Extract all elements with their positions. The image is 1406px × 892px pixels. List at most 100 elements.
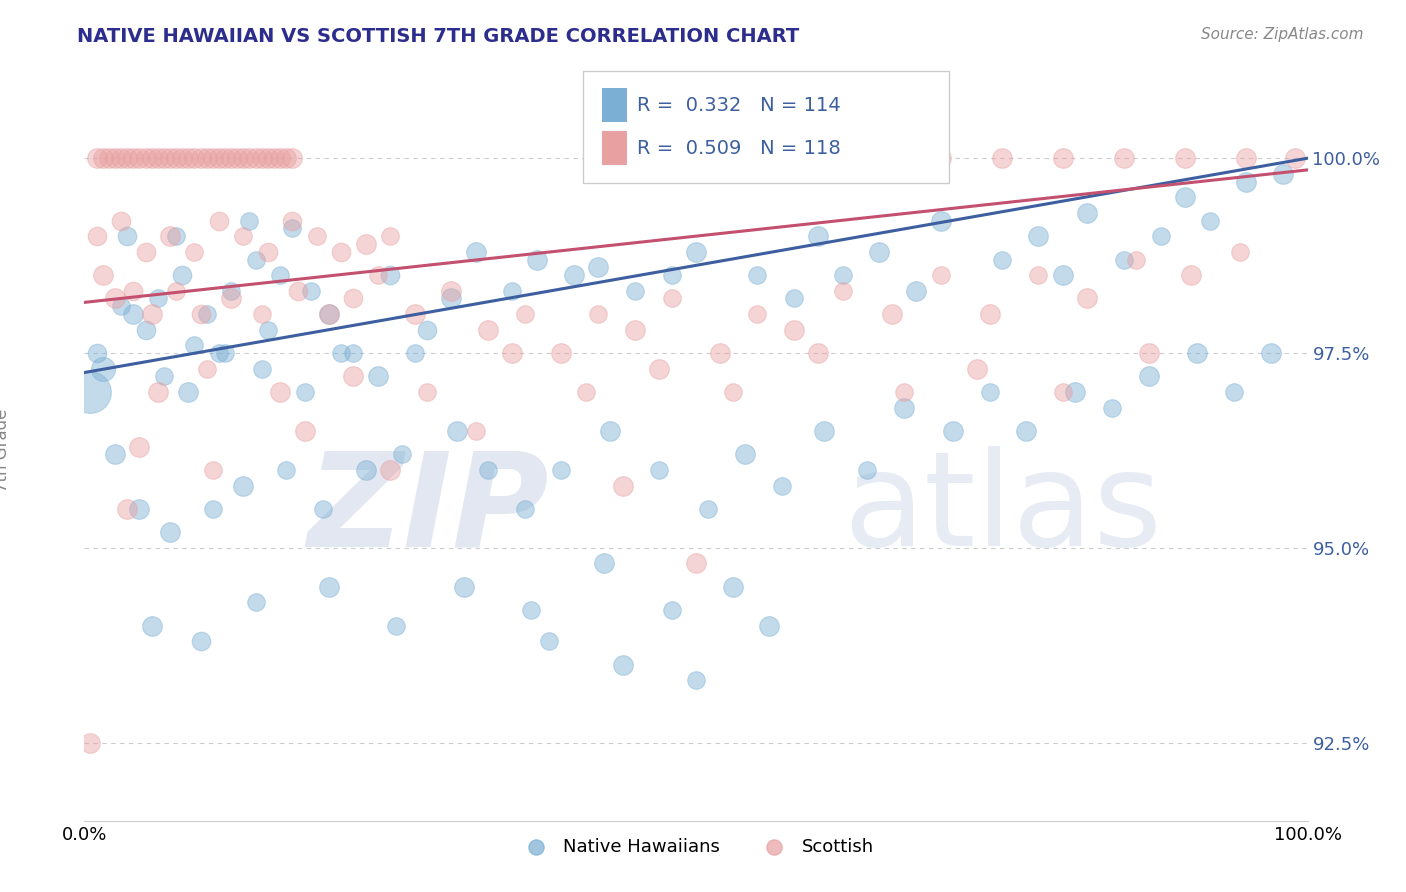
- Point: [1187, 346, 1209, 360]
- Point: [464, 424, 486, 438]
- Point: [269, 268, 291, 282]
- Point: [880, 307, 903, 321]
- Point: [446, 424, 468, 438]
- Point: [219, 151, 242, 165]
- Point: [612, 478, 634, 492]
- Point: [1137, 369, 1160, 384]
- Point: [287, 284, 309, 298]
- Point: [159, 525, 181, 540]
- Point: [893, 384, 915, 399]
- Point: [250, 361, 273, 376]
- Point: [1137, 346, 1160, 360]
- Point: [1272, 167, 1295, 181]
- Point: [586, 307, 609, 321]
- Point: [146, 292, 169, 306]
- Point: [281, 221, 304, 235]
- Point: [153, 151, 176, 165]
- Point: [1052, 268, 1074, 282]
- Point: [214, 346, 236, 360]
- Point: [201, 502, 224, 516]
- Point: [294, 424, 316, 438]
- Point: [526, 252, 548, 267]
- Point: [477, 323, 499, 337]
- Point: [110, 299, 132, 313]
- Point: [979, 384, 1001, 399]
- Point: [869, 244, 891, 259]
- Point: [165, 284, 187, 298]
- Point: [208, 151, 231, 165]
- Point: [232, 478, 254, 492]
- Point: [208, 213, 231, 227]
- Point: [550, 346, 572, 360]
- Point: [1125, 252, 1147, 267]
- Point: [942, 424, 965, 438]
- Point: [1015, 424, 1038, 438]
- Point: [104, 151, 127, 165]
- Point: [758, 619, 780, 633]
- Point: [624, 284, 647, 298]
- Point: [276, 463, 298, 477]
- Text: R =  0.509   N = 118: R = 0.509 N = 118: [637, 138, 841, 158]
- Point: [831, 284, 853, 298]
- Point: [281, 151, 304, 165]
- Point: [367, 268, 389, 282]
- Point: [929, 151, 952, 165]
- Point: [141, 619, 163, 633]
- Point: [562, 268, 585, 282]
- Point: [269, 151, 291, 165]
- Point: [440, 292, 463, 306]
- Point: [593, 557, 616, 571]
- Point: [783, 323, 806, 337]
- Point: [380, 268, 402, 282]
- Text: NATIVE HAWAIIAN VS SCOTTISH 7TH GRADE CORRELATION CHART: NATIVE HAWAIIAN VS SCOTTISH 7TH GRADE CO…: [77, 27, 800, 45]
- Point: [342, 292, 364, 306]
- Point: [380, 229, 402, 244]
- Point: [219, 292, 242, 306]
- Point: [648, 361, 671, 376]
- Point: [232, 229, 254, 244]
- Point: [110, 213, 132, 227]
- Point: [966, 361, 988, 376]
- Point: [183, 151, 205, 165]
- Point: [250, 307, 273, 321]
- Point: [929, 213, 952, 227]
- Point: [318, 580, 340, 594]
- Point: [661, 292, 683, 306]
- Point: [416, 323, 439, 337]
- Point: [697, 502, 720, 516]
- Point: [747, 307, 769, 321]
- Point: [747, 268, 769, 282]
- Point: [172, 151, 194, 165]
- Point: [195, 151, 218, 165]
- Point: [159, 151, 181, 165]
- Point: [165, 229, 187, 244]
- Point: [79, 384, 101, 399]
- Point: [831, 268, 853, 282]
- Point: [1174, 151, 1197, 165]
- Point: [807, 346, 830, 360]
- Point: [86, 229, 108, 244]
- Text: Source: ZipAtlas.com: Source: ZipAtlas.com: [1201, 27, 1364, 42]
- Point: [1028, 268, 1050, 282]
- Point: [115, 151, 138, 165]
- Point: [135, 244, 157, 259]
- Point: [1229, 244, 1251, 259]
- Point: [1174, 190, 1197, 204]
- Point: [342, 346, 364, 360]
- Point: [1052, 151, 1074, 165]
- Point: [238, 151, 260, 165]
- Point: [856, 463, 879, 477]
- Point: [232, 151, 254, 165]
- Point: [661, 268, 683, 282]
- Point: [1076, 292, 1098, 306]
- Point: [1223, 384, 1246, 399]
- Point: [91, 151, 114, 165]
- Point: [86, 151, 108, 165]
- Point: [991, 151, 1014, 165]
- Point: [128, 151, 150, 165]
- Point: [520, 603, 543, 617]
- Point: [416, 384, 439, 399]
- Point: [979, 307, 1001, 321]
- Point: [1236, 151, 1258, 165]
- Point: [770, 478, 793, 492]
